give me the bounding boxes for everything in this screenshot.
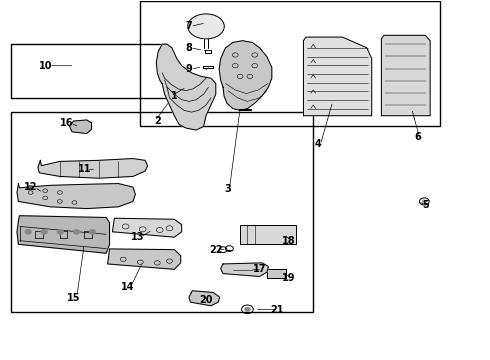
Circle shape — [73, 229, 80, 234]
Text: 2: 2 — [154, 116, 161, 126]
Text: 1: 1 — [171, 91, 178, 101]
Bar — [267, 269, 287, 278]
Polygon shape — [108, 249, 181, 269]
Text: 8: 8 — [186, 43, 193, 53]
Text: 16: 16 — [60, 118, 74, 128]
Polygon shape — [17, 216, 110, 253]
Bar — [240, 225, 296, 244]
Text: 22: 22 — [209, 245, 222, 255]
Circle shape — [245, 307, 250, 311]
Polygon shape — [113, 218, 182, 237]
Text: 20: 20 — [199, 295, 213, 305]
Text: 6: 6 — [415, 132, 421, 142]
Text: 14: 14 — [122, 282, 135, 292]
Text: 3: 3 — [224, 184, 231, 194]
Bar — [11, 44, 167, 98]
Polygon shape — [156, 44, 216, 130]
Polygon shape — [303, 37, 372, 116]
Text: 9: 9 — [186, 64, 193, 74]
Polygon shape — [381, 35, 430, 116]
Circle shape — [25, 229, 31, 234]
Text: 12: 12 — [24, 182, 37, 192]
Text: 15: 15 — [67, 293, 80, 303]
Polygon shape — [17, 184, 135, 208]
Text: 7: 7 — [186, 21, 193, 31]
Text: 4: 4 — [315, 139, 321, 149]
Ellipse shape — [188, 14, 224, 39]
Circle shape — [57, 229, 64, 234]
Text: 5: 5 — [422, 200, 429, 210]
Bar — [140, 1, 440, 126]
Bar — [11, 112, 313, 312]
Polygon shape — [220, 263, 269, 276]
Circle shape — [422, 200, 426, 203]
Text: 13: 13 — [131, 232, 145, 242]
Circle shape — [89, 229, 96, 234]
Polygon shape — [70, 120, 92, 134]
Text: 18: 18 — [282, 236, 295, 246]
Text: 17: 17 — [253, 264, 267, 274]
Text: 21: 21 — [270, 305, 283, 315]
Circle shape — [41, 229, 48, 234]
Text: 10: 10 — [39, 61, 52, 71]
Polygon shape — [38, 158, 147, 178]
Text: 19: 19 — [282, 273, 295, 283]
Polygon shape — [189, 291, 220, 306]
Polygon shape — [219, 41, 272, 111]
Text: 11: 11 — [77, 164, 91, 174]
